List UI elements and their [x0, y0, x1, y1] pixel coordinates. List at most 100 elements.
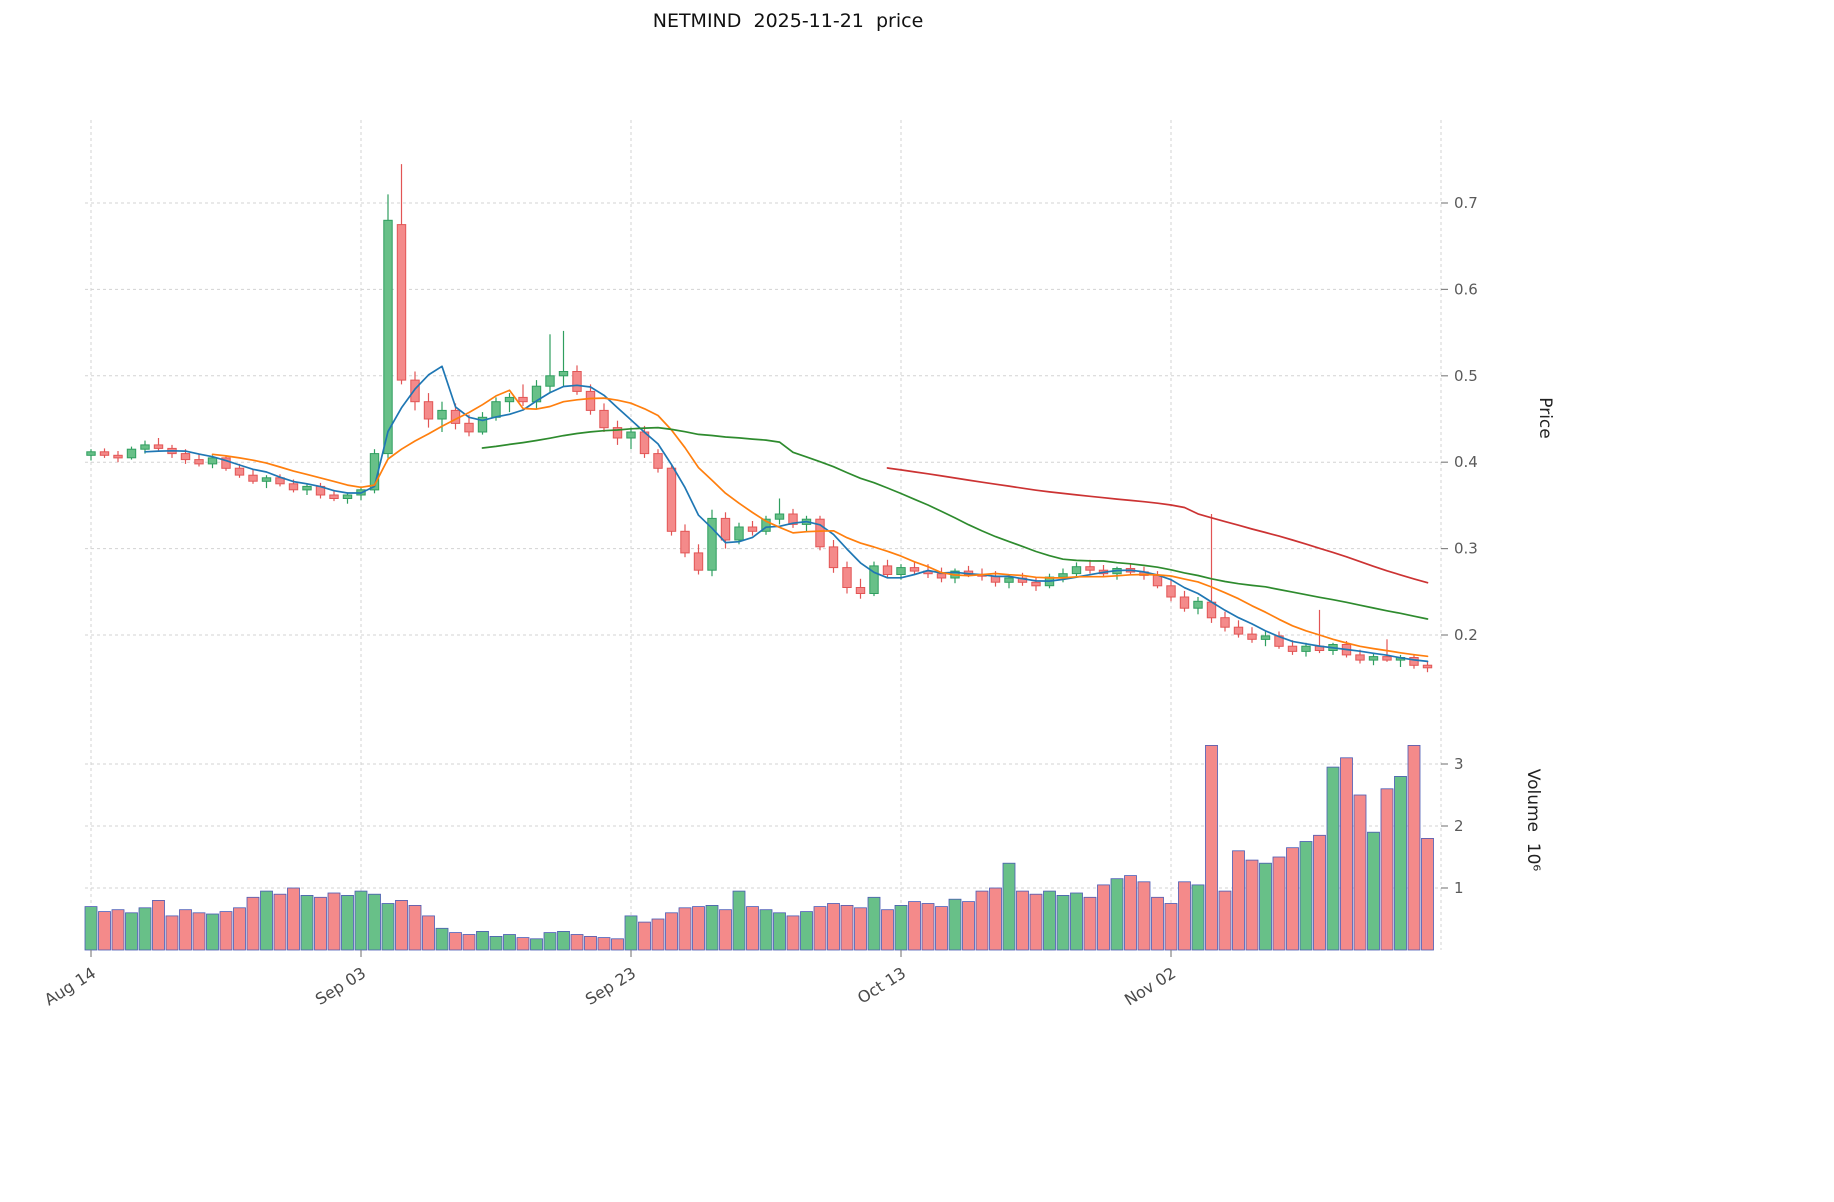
volume-bar	[678, 907, 692, 951]
candle-body	[545, 375, 555, 387]
volume-bar	[422, 915, 435, 951]
candle-body	[396, 224, 407, 381]
volume-bar	[1178, 881, 1191, 951]
volume-bar	[1232, 850, 1245, 951]
volume-bar	[894, 905, 908, 951]
candle-body	[1031, 581, 1041, 587]
volume-bar	[152, 900, 165, 951]
date-tick-label: Sep 03	[312, 963, 369, 1009]
volume-bar	[206, 913, 219, 951]
candle-body	[828, 546, 839, 569]
volume-bar	[1191, 884, 1205, 951]
candle-body	[720, 517, 731, 541]
volume-bar	[165, 915, 179, 951]
candle-body	[1368, 656, 1379, 661]
volume-bar	[341, 895, 354, 951]
volume-bar	[584, 936, 597, 951]
volume-bar	[962, 901, 975, 951]
volume-bar	[449, 932, 462, 951]
candle-body	[1166, 585, 1176, 598]
price-tick-label: 0.4	[1454, 453, 1478, 471]
volume-bar	[1421, 838, 1434, 951]
candle-body	[734, 526, 744, 541]
candle-body	[180, 453, 191, 461]
candle-body	[707, 517, 717, 571]
volume-bar	[368, 893, 381, 951]
volume-bar	[476, 931, 489, 951]
candle-body	[653, 453, 663, 469]
candle-body	[1179, 596, 1190, 609]
volume-bar	[1313, 834, 1326, 951]
candle-body	[761, 518, 771, 532]
candle-body	[1085, 566, 1095, 571]
candle-body	[680, 530, 690, 554]
volume-tick-label: 2	[1454, 817, 1464, 835]
candle-body	[1287, 645, 1298, 652]
volume-bar	[827, 903, 840, 951]
volume-bar	[1259, 862, 1272, 951]
volume-bar	[381, 903, 395, 951]
candle-body	[585, 390, 596, 411]
volume-bar	[98, 911, 111, 951]
volume-bar	[867, 896, 881, 951]
date-tick-label: Sep 23	[582, 963, 639, 1009]
candle-body	[1355, 654, 1365, 661]
volume-bar	[1016, 890, 1029, 951]
candle-body	[1071, 566, 1082, 575]
volume-bar	[759, 909, 773, 951]
volume-bar	[705, 905, 719, 951]
gridlines	[85, 120, 1442, 950]
candle-body	[221, 457, 231, 469]
volume-bar	[1340, 757, 1353, 951]
volume-bar	[219, 911, 233, 951]
volume-bar	[1029, 893, 1043, 951]
volume-bar	[1286, 847, 1299, 951]
candle-body	[99, 451, 110, 456]
volume-bar	[786, 915, 800, 951]
ma10-line	[211, 389, 1429, 658]
candle-body	[693, 552, 704, 571]
candle-body	[113, 454, 123, 459]
volume-bar	[800, 911, 813, 951]
candle-body	[207, 457, 218, 465]
volume-bar	[1110, 878, 1124, 951]
ma60-line	[886, 467, 1429, 584]
volume-bar	[773, 912, 786, 951]
candle-body	[504, 396, 515, 403]
volume-bar	[1056, 895, 1070, 951]
volume-bar	[314, 896, 327, 951]
volume-bar	[408, 905, 422, 951]
candle-body	[909, 567, 920, 572]
volume-bar	[327, 892, 341, 951]
volume-bar	[1353, 794, 1367, 951]
volume-bar	[233, 907, 246, 951]
ma5-line	[144, 365, 1429, 663]
candle-body	[153, 444, 164, 449]
volume-bar	[1137, 881, 1151, 951]
candle-body	[1220, 617, 1230, 628]
candle-body	[234, 467, 245, 476]
volume-bar	[611, 938, 624, 951]
volume-bar	[732, 890, 746, 951]
candle-body	[491, 401, 501, 418]
chart-title: NETMIND 2025-11-21 price	[652, 10, 924, 32]
candle-body	[1004, 577, 1014, 583]
volume-bar	[1394, 776, 1407, 951]
volume-bar	[287, 887, 300, 951]
volume-bar	[665, 912, 678, 951]
volume-bar	[1218, 890, 1232, 951]
candle-body	[1058, 573, 1068, 578]
candle-body	[477, 416, 488, 433]
volume-bar	[881, 909, 894, 951]
candle-body	[423, 401, 434, 420]
volume-bar	[638, 921, 651, 951]
volume-bar	[273, 893, 287, 951]
candle-body	[1260, 635, 1271, 640]
volume-bar	[1070, 892, 1083, 951]
volume-bar	[1299, 841, 1313, 951]
candle-body	[261, 477, 272, 482]
candle-body	[747, 526, 758, 532]
volume-bar	[260, 890, 273, 951]
